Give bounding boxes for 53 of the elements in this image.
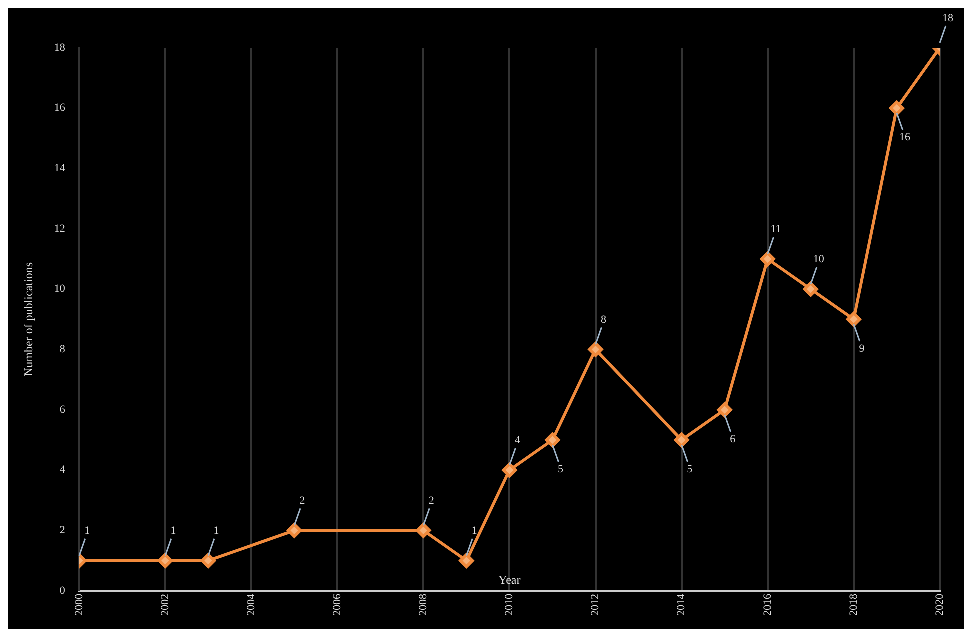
y-tick-label: 4: [60, 464, 66, 476]
x-tick-label: 2012: [590, 594, 602, 616]
x-tick-label: 2014: [676, 594, 688, 616]
point: [846, 312, 862, 327]
x-tick-label: 2002: [159, 594, 172, 616]
y-tick-label: 0: [60, 584, 66, 597]
point: [588, 342, 604, 358]
data-label: 6: [730, 433, 736, 446]
data-label: 4: [514, 434, 521, 447]
data-label: 9: [859, 342, 866, 355]
y-tick-label: 12: [54, 222, 66, 235]
x-tick-label: 2016: [762, 594, 774, 616]
y-tick-label: 16: [54, 102, 66, 114]
point: [803, 282, 818, 297]
data-label: 18: [942, 12, 954, 24]
point: [287, 523, 302, 538]
point: [502, 462, 518, 478]
data-label: 1: [84, 525, 90, 538]
y-axis-title: Number of publications: [21, 262, 36, 376]
data-label: 11: [770, 224, 782, 236]
data-label: 2: [428, 495, 434, 508]
y-tick-label: 14: [54, 162, 66, 175]
point: [200, 553, 216, 568]
y-tick-label: 6: [60, 404, 66, 416]
data-label: 8: [601, 314, 608, 326]
point: [717, 402, 732, 418]
data-label: 1: [170, 525, 176, 538]
point: [545, 432, 560, 448]
y-tick-label: 18: [54, 42, 66, 54]
x-tick-label: 2008: [418, 594, 430, 616]
y-tick-label: 8: [60, 344, 66, 356]
data-label: 10: [813, 254, 825, 266]
point: [674, 432, 690, 448]
data-label: 1: [472, 525, 478, 538]
point: [760, 252, 776, 267]
data-label: 1: [214, 525, 220, 538]
data-label: 2: [300, 495, 306, 508]
x-tick-label: 2006: [331, 594, 344, 616]
point: [459, 553, 474, 568]
point: [158, 553, 173, 568]
point: [416, 523, 432, 538]
data-label: 16: [899, 132, 911, 144]
y-tick-label: 10: [54, 283, 66, 296]
data-label: 5: [687, 464, 694, 476]
x-tick-label: 2018: [848, 594, 860, 616]
x-tick-label: 2020: [934, 594, 946, 616]
x-axis-title: Year: [498, 573, 521, 588]
data-label: 5: [558, 464, 564, 476]
point: [889, 100, 904, 116]
y-tick-label: 2: [60, 524, 66, 537]
x-tick-label: 2000: [73, 594, 86, 616]
x-tick-label: 2004: [245, 594, 258, 616]
x-tick-label: 2010: [504, 594, 516, 616]
